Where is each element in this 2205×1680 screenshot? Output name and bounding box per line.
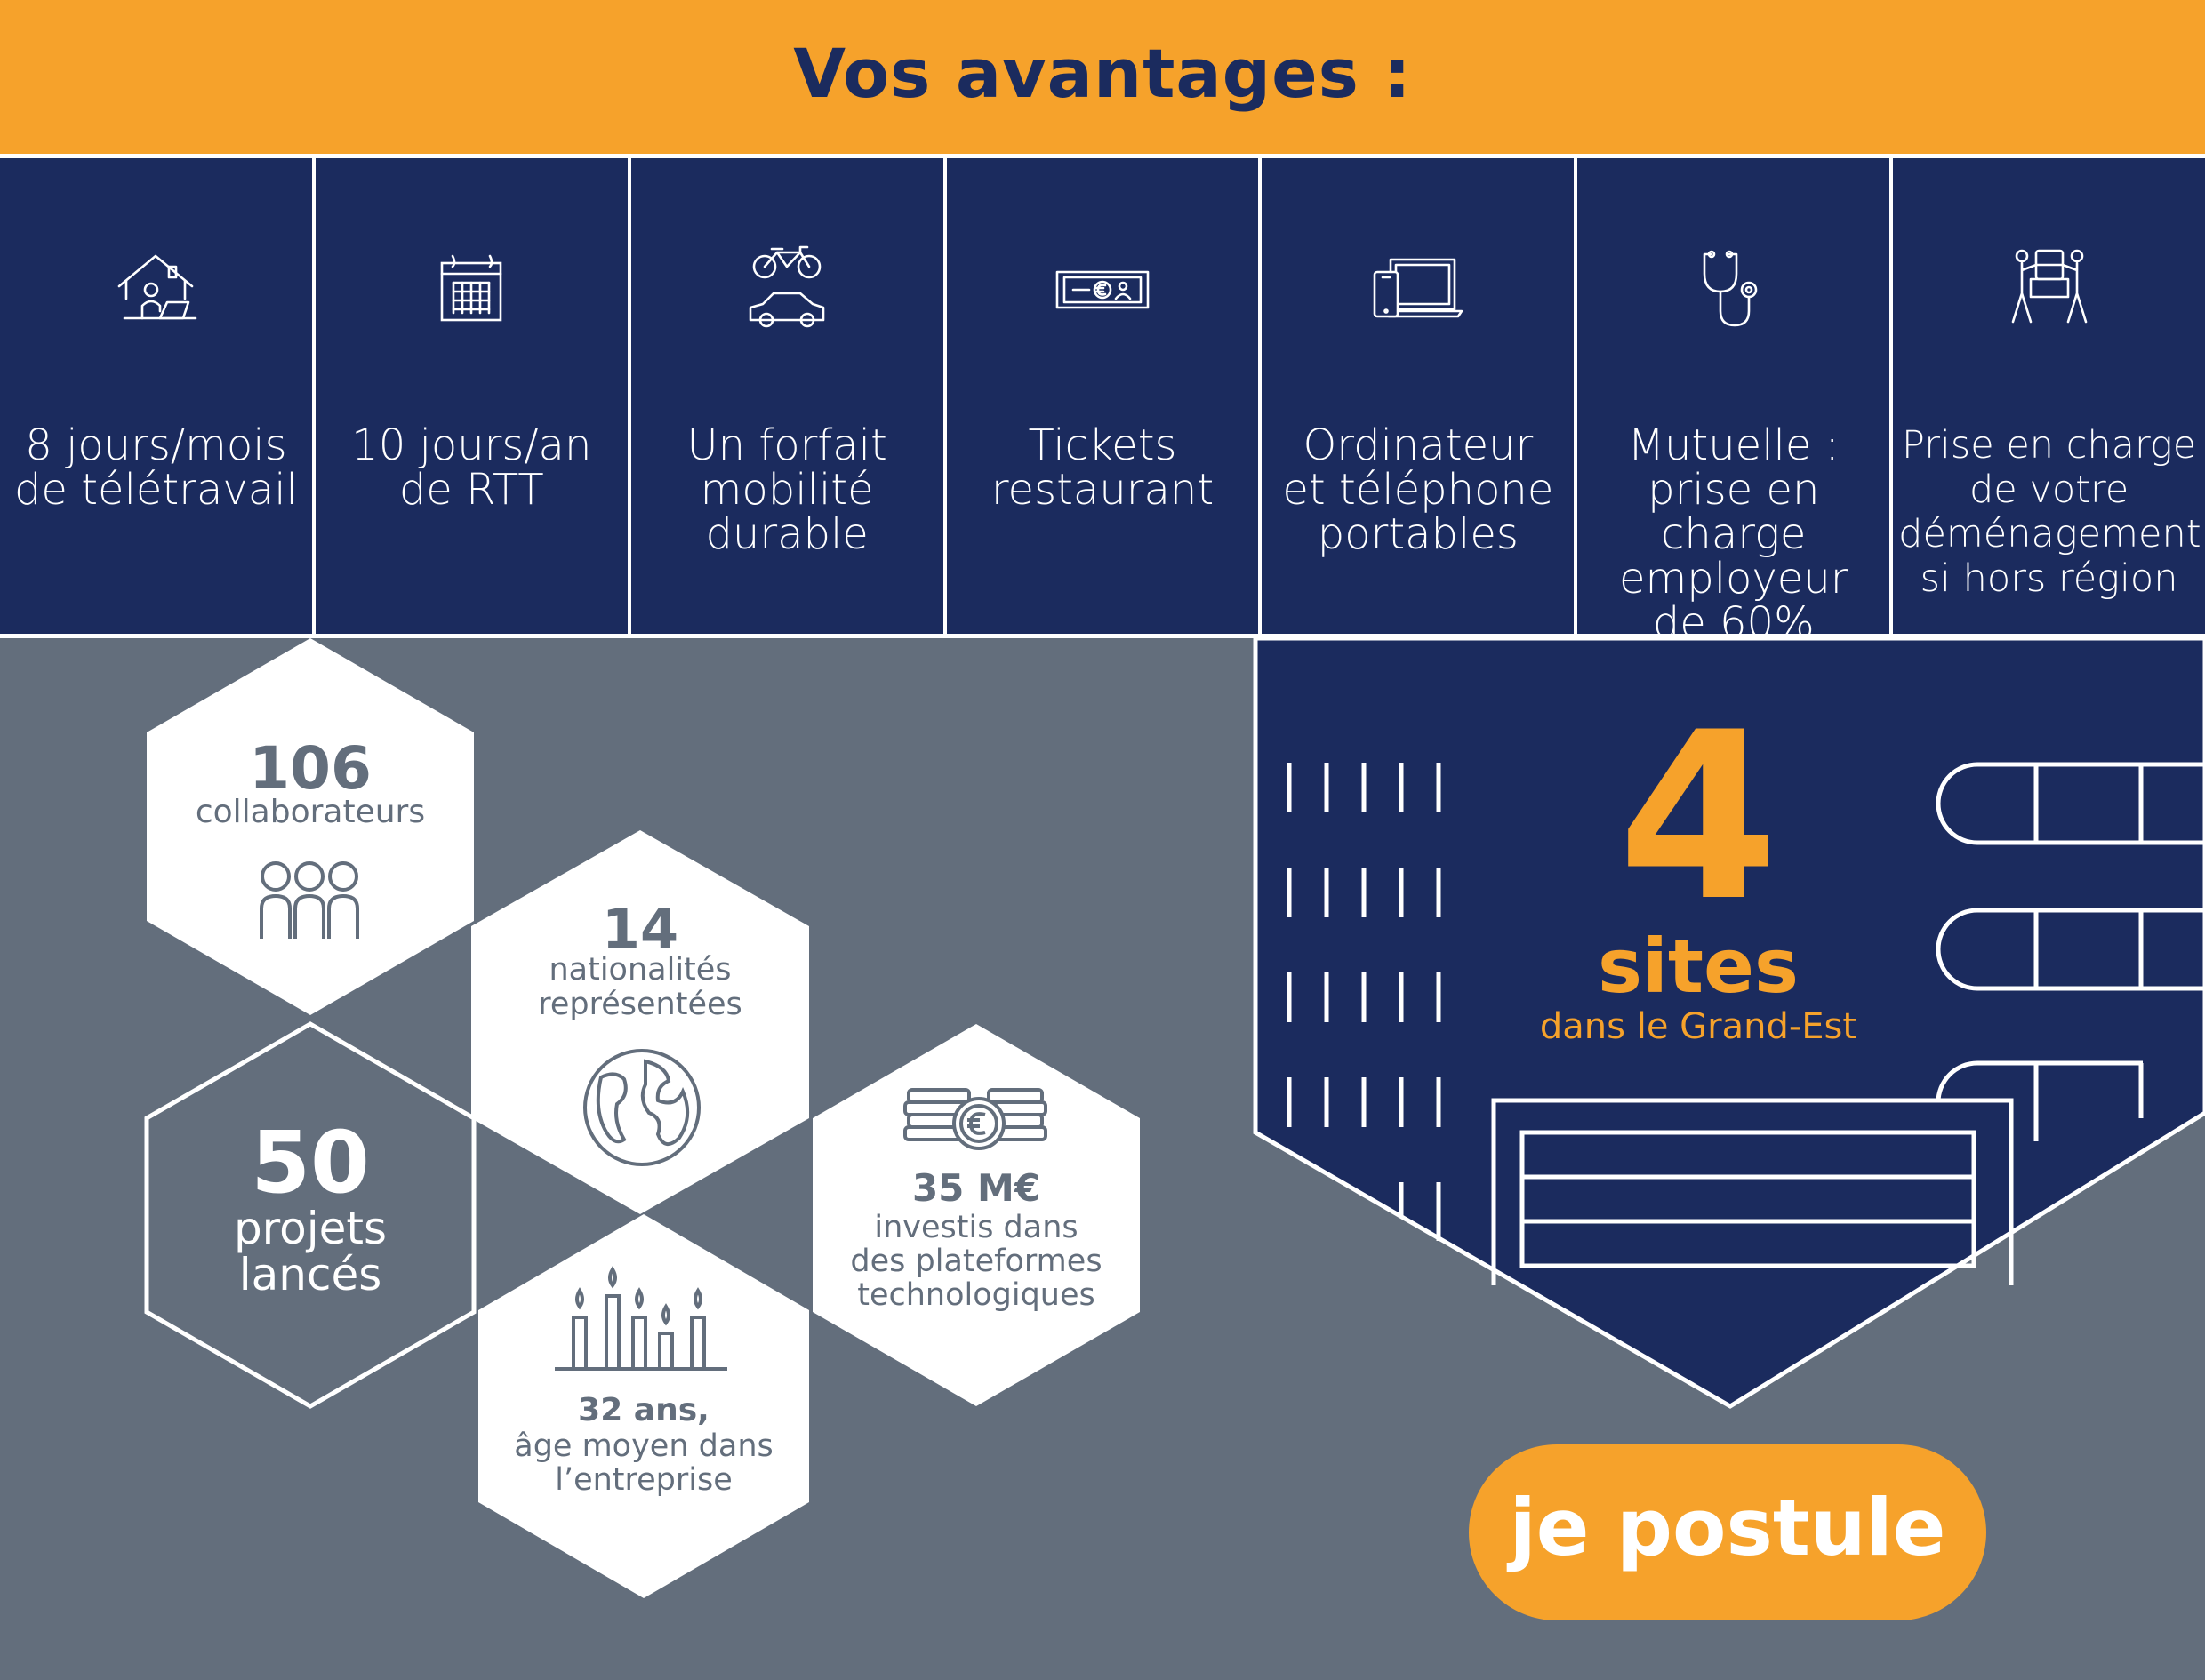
stat-label: investis dans xyxy=(874,1210,1078,1245)
stat-investissement: 35 M€ investis dans des plateformes tech… xyxy=(813,1166,1140,1312)
hexagon-nationalites xyxy=(471,830,809,1214)
header-banner: Vos avantages : xyxy=(0,0,2205,154)
stat-label: technologiques xyxy=(857,1277,1095,1313)
building-decoration xyxy=(1287,762,2205,1285)
benefits-divider xyxy=(0,634,2205,638)
people-icon xyxy=(260,861,359,939)
benefit-teletravail: 8 jours/mois de télétravail xyxy=(0,158,316,636)
benefit-mutuelle: Mutuelle : prise en charge employeur de … xyxy=(1577,158,1894,645)
stat-label: lancés xyxy=(238,1249,382,1300)
benefit-demenagement: Prise en charge de votre déménagement si… xyxy=(1893,158,2205,636)
hexagon-projets xyxy=(144,1021,477,1409)
benefit-line: employeur xyxy=(1618,554,1848,604)
globe-icon xyxy=(583,1049,701,1166)
benefits-row: 8 jours/mois de télétravail 10 jours/an … xyxy=(0,158,2205,645)
apply-button[interactable]: je postule xyxy=(1469,1444,1986,1620)
stat-label: l’entreprise xyxy=(555,1462,733,1498)
sites-block: 4 sites dans le Grand-Est xyxy=(1476,702,1920,1047)
benefit-line: restaurant xyxy=(990,465,1215,515)
stat-value: 35 M€ xyxy=(911,1166,1041,1210)
sites-value: 4 xyxy=(1617,684,1779,952)
calendar-icon xyxy=(440,254,502,322)
benefit-rtt: 10 jours/an de RTT xyxy=(316,158,631,636)
stat-nationalites: 14 nationalités représentées xyxy=(471,901,809,1022)
home-office-icon xyxy=(118,254,197,320)
sites-sublabel: dans le Grand-Est xyxy=(1539,1006,1857,1047)
coins-icon xyxy=(903,1088,1047,1150)
benefit-line: 8 jours/mois xyxy=(25,420,287,470)
stat-label: collaborateurs xyxy=(195,794,426,830)
stethoscope-icon xyxy=(1703,250,1758,327)
movers-icon xyxy=(2011,249,2087,324)
stat-label: représentées xyxy=(538,987,742,1022)
stat-age: 32 ans, âge moyen dans l’entreprise xyxy=(478,1392,809,1497)
meal-ticket-icon xyxy=(1055,270,1150,309)
benefit-line: de RTT xyxy=(398,465,544,515)
stat-value: 106 xyxy=(249,734,372,803)
stat-value: 14 xyxy=(601,897,679,962)
benefit-tickets: Tickets restaurant xyxy=(947,158,1263,636)
stat-label: projets xyxy=(233,1203,388,1254)
page-title: Vos avantages : xyxy=(793,34,1412,113)
devices-icon xyxy=(1373,258,1463,318)
stat-label: âge moyen dans xyxy=(514,1428,774,1464)
benefit-line: déménagement xyxy=(1898,512,2201,556)
stat-value: 50 xyxy=(251,1113,370,1212)
benefit-line: de télétravail xyxy=(13,465,298,515)
benefit-line: de votre xyxy=(1968,468,2129,512)
benefit-line: Ordinateur xyxy=(1303,420,1534,470)
hexagon-investissement xyxy=(813,1024,1140,1406)
benefit-line: Prise en charge xyxy=(1902,423,2197,468)
header-divider xyxy=(0,154,2205,158)
benefit-ordinateur: Ordinateur et téléphone portables xyxy=(1262,158,1578,636)
hexagon-collaborateurs xyxy=(147,638,474,1015)
benefit-line: Tickets xyxy=(1028,420,1177,470)
benefit-line: mobilité xyxy=(700,465,874,515)
benefit-line: Un forfait xyxy=(686,420,887,470)
benefit-line: portables xyxy=(1317,509,1519,559)
stat-projets: 50 projets lancés xyxy=(147,1118,474,1298)
benefit-line: si hors région xyxy=(1920,556,2178,601)
benefit-line: Mutuelle : xyxy=(1627,420,1840,470)
sites-label: sites xyxy=(1598,923,1799,1010)
bike-car-icon xyxy=(749,245,825,328)
benefit-line: 10 jours/an xyxy=(351,420,592,470)
stat-label: nationalités xyxy=(549,952,732,988)
stat-label: des plateformes xyxy=(850,1244,1102,1279)
benefit-line: prise en charge xyxy=(1648,465,1820,559)
benefit-mobilite: Un forfait mobilité durable xyxy=(631,158,947,636)
candles-icon xyxy=(555,1266,727,1371)
stat-value: 32 ans, xyxy=(578,1392,710,1428)
benefit-line: et téléphone xyxy=(1282,465,1554,515)
stat-collaborateurs: 106 collaborateurs xyxy=(147,738,474,830)
hexagon-age xyxy=(478,1214,809,1598)
benefit-line: durable xyxy=(705,509,869,559)
